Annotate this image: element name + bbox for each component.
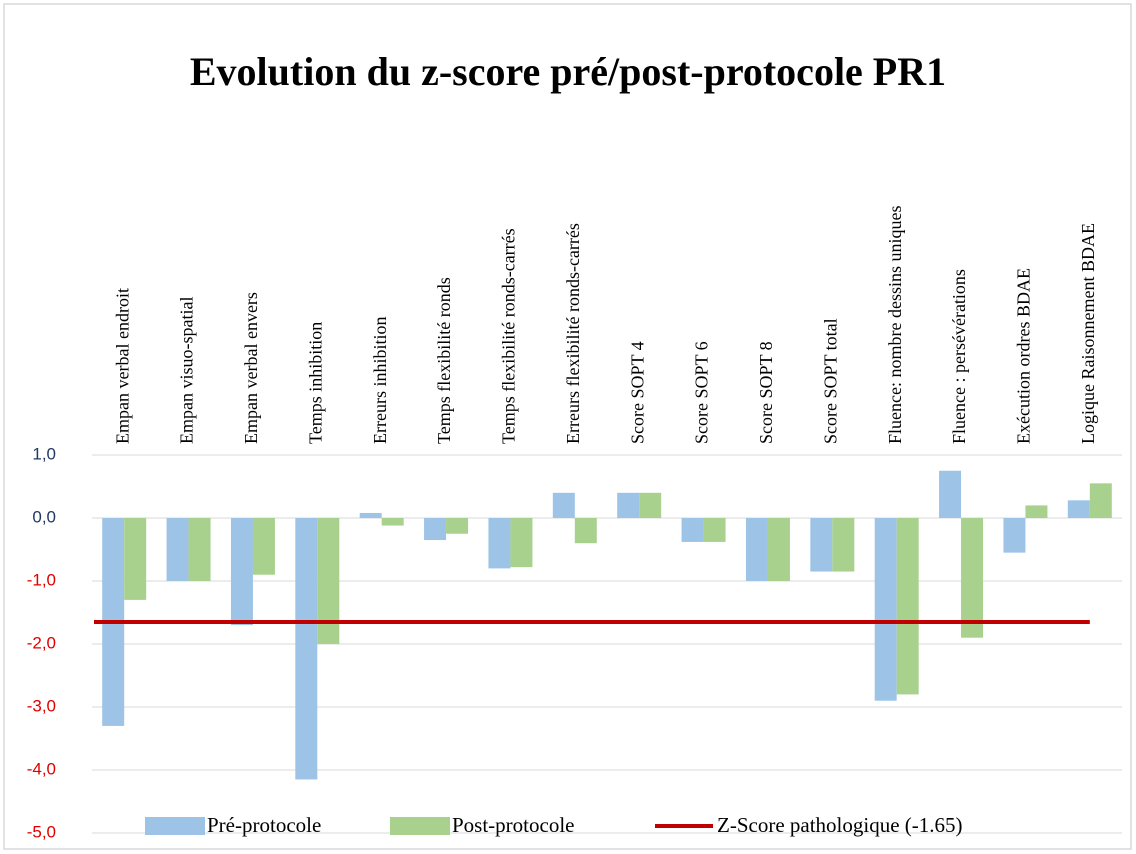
y-tick-label: -3,0 [27, 696, 56, 715]
bar [381, 518, 404, 526]
bar [939, 470, 962, 518]
x-tick-label: Temps flexibilité ronds-carrés [499, 228, 519, 444]
chart-title: Evolution du z-score pré/post-protocole … [190, 49, 946, 94]
bar [961, 518, 984, 638]
y-tick-label: 1,0 [32, 444, 56, 463]
bar [639, 492, 662, 518]
legend-label: Pré-protocole [207, 813, 321, 837]
bar [745, 518, 768, 581]
bar [317, 518, 340, 644]
bar [488, 518, 511, 569]
bar [424, 518, 447, 541]
bar [510, 518, 533, 568]
y-tick-label: -2,0 [27, 633, 56, 652]
bar [552, 492, 575, 518]
bar [703, 518, 726, 542]
legend-swatch [390, 817, 450, 835]
chart-frame [3, 3, 1132, 850]
y-tick-label: 0,0 [32, 507, 56, 526]
x-tick-label: Erreurs inhibition [370, 317, 390, 444]
x-tick-label: Score SOPT 8 [756, 341, 776, 444]
bar [1067, 500, 1090, 518]
y-tick-label: -4,0 [27, 759, 56, 778]
bar [230, 518, 253, 626]
legend-label: Post-protocole [452, 813, 574, 837]
x-tick-label: Fluence : persévérations [949, 269, 969, 444]
x-tick-label: Temps inhibition [305, 322, 325, 444]
bar [874, 518, 897, 701]
x-tick-label: Score SOPT 6 [692, 341, 712, 444]
bar [252, 518, 275, 575]
bar [832, 518, 855, 572]
bar [1089, 483, 1112, 518]
x-tick-label: Temps flexibilité ronds [434, 277, 454, 444]
bar [617, 492, 640, 518]
bar [124, 518, 147, 600]
bar [166, 518, 189, 581]
bar [767, 518, 790, 581]
x-tick-label: Fluence: nombre dessins uniques [885, 206, 905, 444]
bar [574, 518, 597, 544]
x-tick-label: Score SOPT 4 [627, 341, 647, 444]
bar [295, 518, 318, 780]
legend-label: Z-Score pathologique (-1.65) [717, 813, 963, 837]
bar [681, 518, 704, 542]
x-tick-label: Empan verbal envers [241, 292, 261, 444]
bar [188, 518, 211, 581]
bar [1025, 505, 1048, 518]
bar [359, 512, 382, 518]
bar [446, 518, 469, 534]
bar [1003, 518, 1026, 553]
y-tick-label: -5,0 [27, 822, 56, 841]
bar [896, 518, 919, 695]
x-tick-label: Score SOPT total [820, 318, 840, 444]
legend-swatch [145, 817, 205, 835]
x-tick-label: Logique Raisonnement BDAE [1078, 223, 1098, 444]
x-tick-label: Empan visuo-spatial [177, 297, 197, 444]
x-tick-label: Erreurs flexibilité ronds-carrés [563, 223, 583, 444]
x-tick-label: Exécution ordres BDAE [1014, 268, 1034, 444]
x-tick-label: Empan verbal endroit [112, 288, 132, 444]
bar [810, 518, 833, 572]
y-tick-label: -1,0 [27, 570, 56, 589]
